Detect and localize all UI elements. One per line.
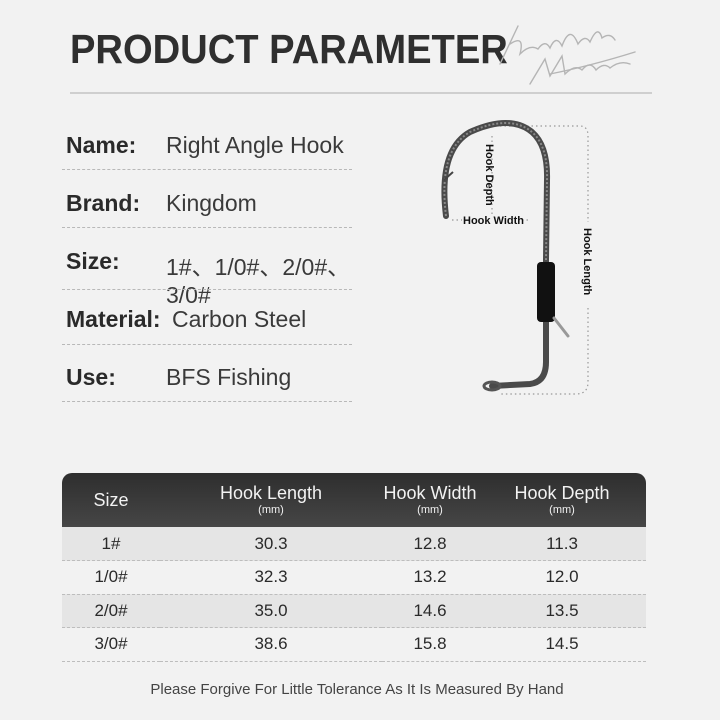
table-header-row: Size Hook Length (mm) Hook Width (mm) Hook… [62, 473, 646, 527]
param-value: 1#、1/0#、2/0#、3/0# [166, 254, 351, 308]
header-size: Size [62, 473, 160, 527]
param-use: Use: BFS Fishing [62, 364, 356, 404]
param-name: Name: Right Angle Hook [62, 132, 356, 172]
table-row: 3/0# 38.6 15.8 14.5 [62, 627, 646, 662]
header-hook-depth: Hook Depth (mm) [478, 473, 646, 527]
table-row: 2/0# 35.0 14.6 13.5 [62, 594, 646, 628]
tolerance-note: Please Forgive For Little Tolerance As I… [150, 681, 564, 698]
page-title: PRODUCT PARAMETER [70, 26, 508, 72]
param-value: BFS Fishing [166, 364, 292, 390]
header-hook-length: Hook Length (mm) [160, 473, 382, 527]
param-label: Brand: [66, 190, 141, 216]
param-value: Kingdom [166, 190, 257, 216]
param-brand: Brand: Kingdom [62, 190, 356, 230]
table-row: 1# 30.3 12.8 11.3 [62, 527, 646, 561]
size-table: Size Hook Length (mm) Hook Width (mm) Hook… [62, 473, 646, 662]
param-label: Use: [66, 364, 116, 390]
hook-length-label: Hook Length [581, 228, 593, 295]
param-label: Material: [66, 306, 161, 332]
param-value: Carbon Steel [172, 306, 307, 332]
param-size: Size: 1#、1/0#、2/0#、3/0# [62, 248, 356, 308]
param-value: Right Angle Hook [166, 132, 344, 158]
brand-signature-logo [499, 25, 636, 85]
header-hook-width: Hook Width (mm) [382, 473, 478, 527]
param-material: Material: Carbon Steel [62, 306, 356, 346]
param-label: Size: [66, 248, 120, 274]
title-divider [70, 92, 652, 94]
table-row: 1/0# 32.3 13.2 12.0 [62, 560, 646, 595]
hook-diagram: Hook Depth Hook Width Hook Length [441, 120, 593, 395]
hook-depth-label: Hook Depth [483, 144, 495, 206]
param-label: Name: [66, 132, 137, 158]
hook-width-label: Hook Width [463, 215, 524, 227]
